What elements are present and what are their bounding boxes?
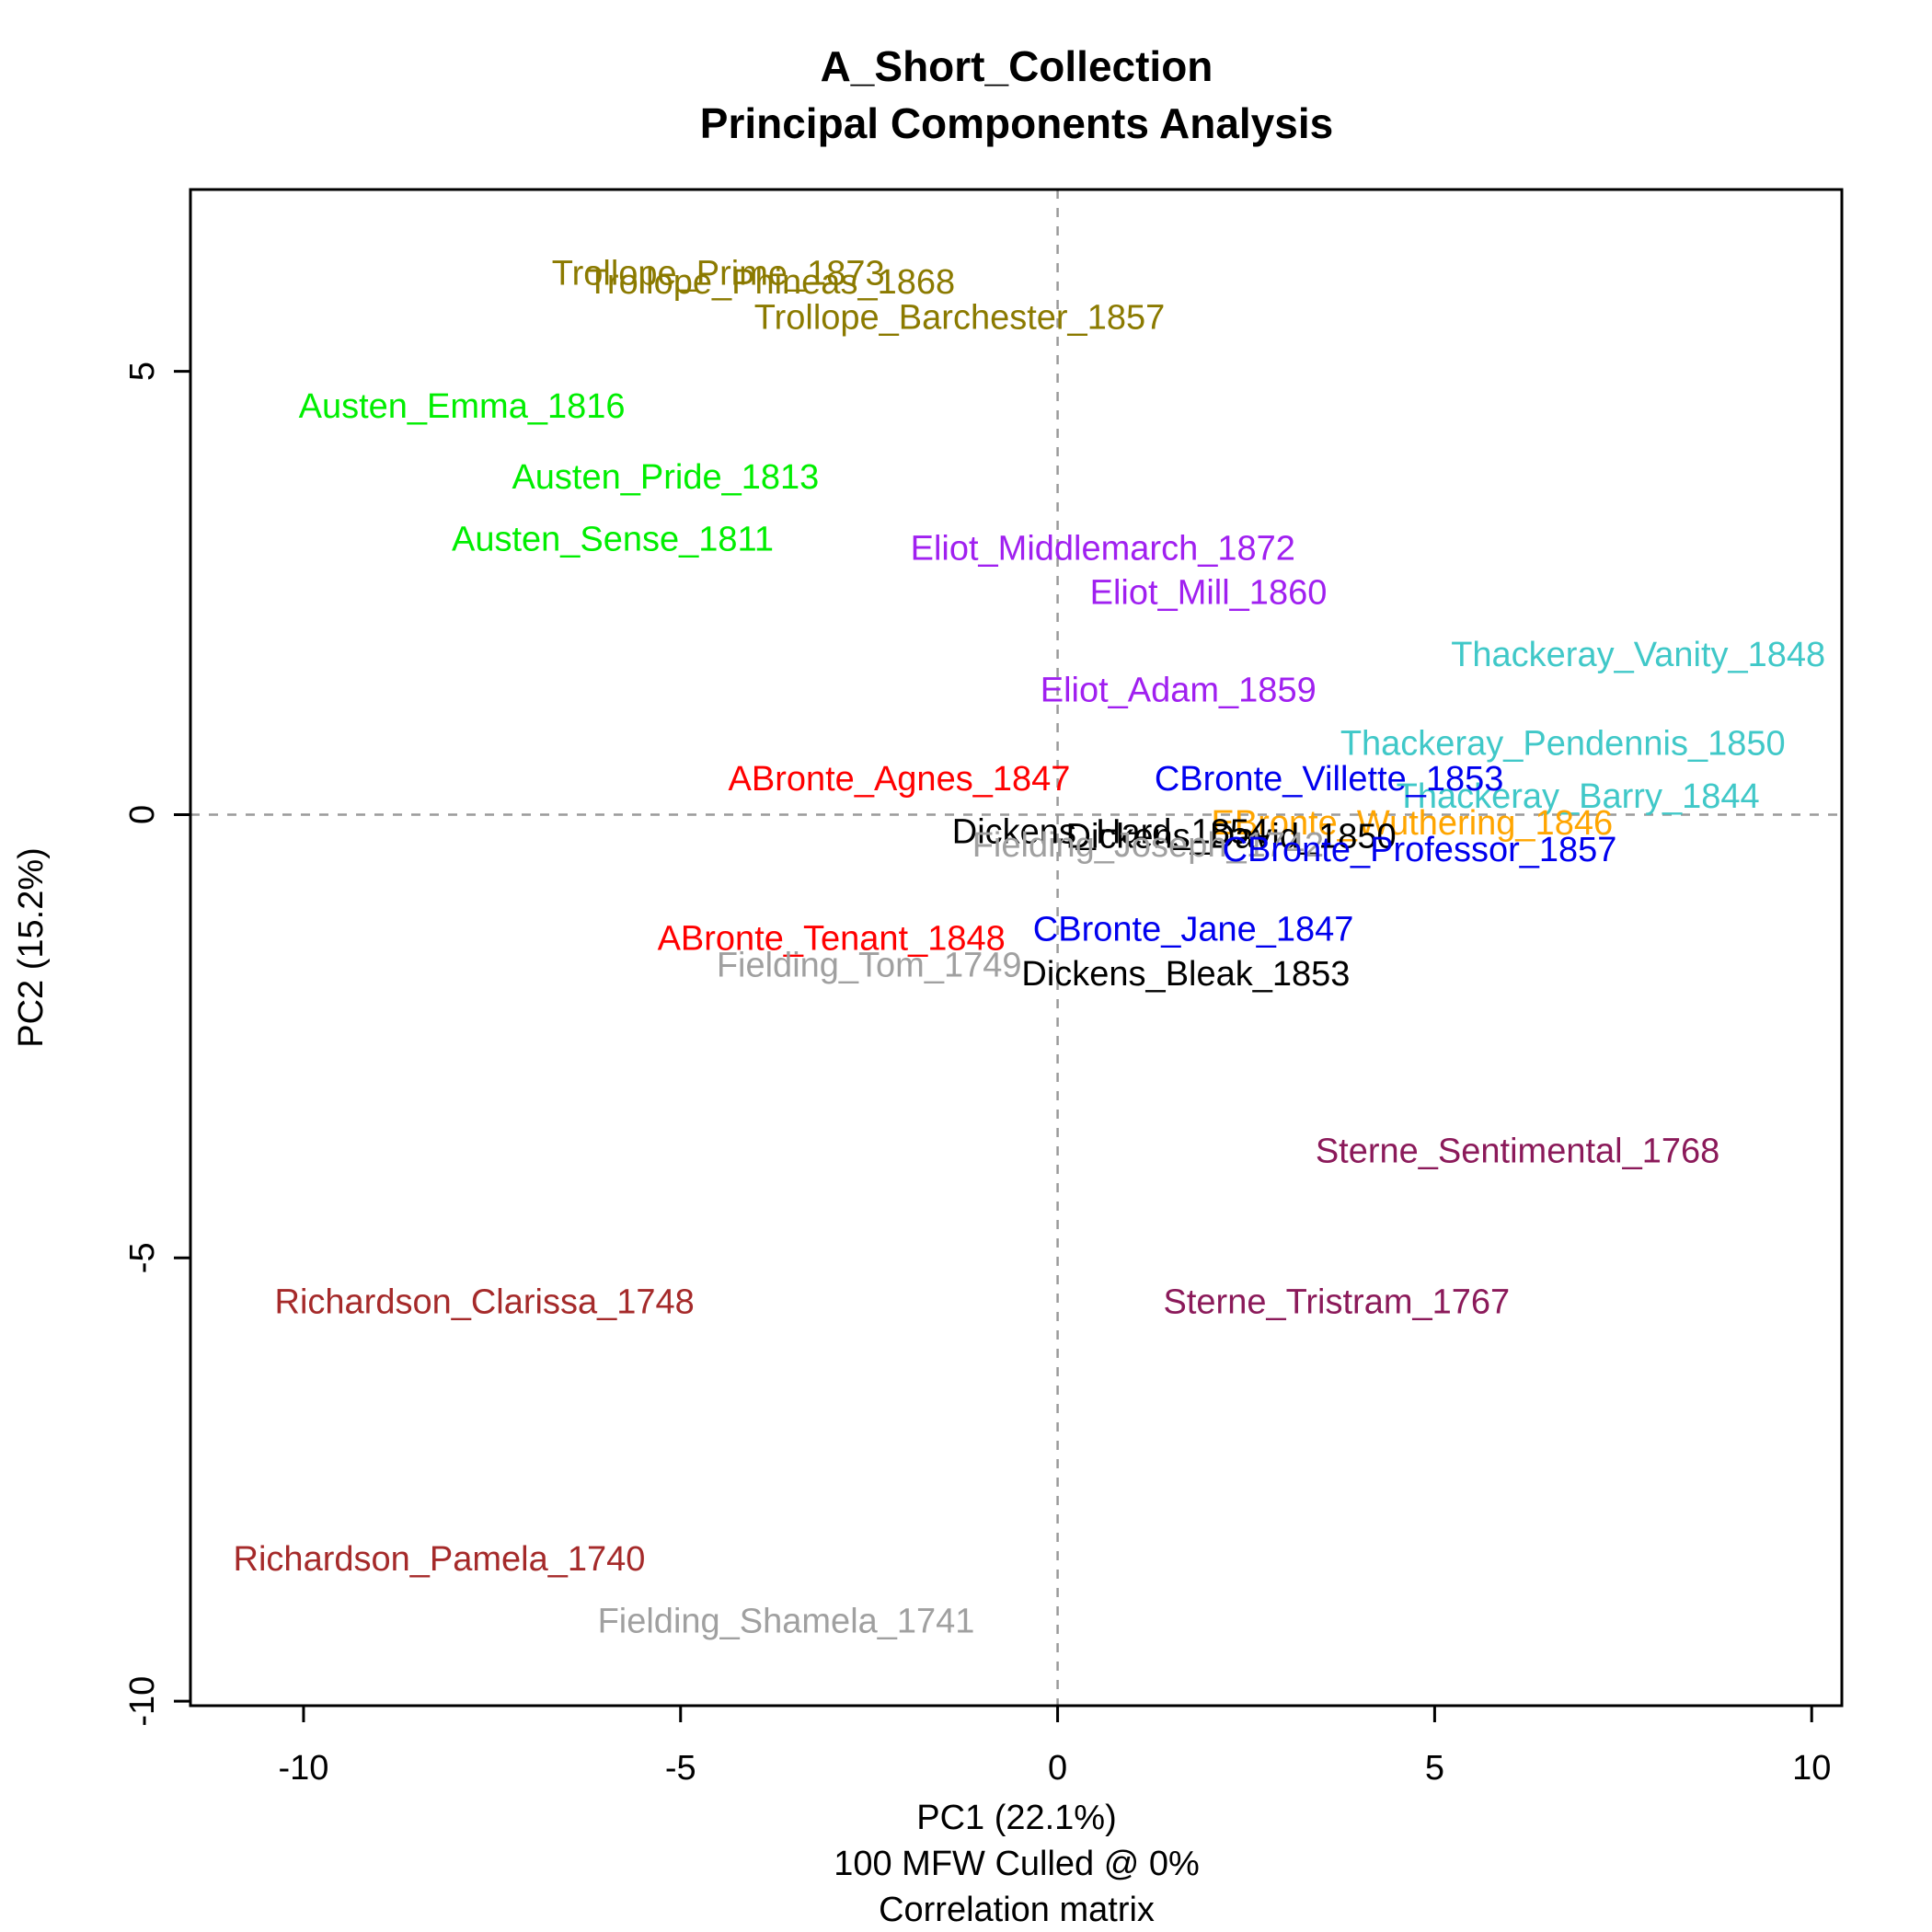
point-label: Sterne_Tristram_1767 xyxy=(1164,1282,1511,1321)
point-label: Austen_Pride_1813 xyxy=(512,458,819,497)
x-tick-label: 5 xyxy=(1425,1749,1444,1788)
y-tick-label: -10 xyxy=(123,1676,162,1727)
point-label: Thackeray_Vanity_1848 xyxy=(1451,636,1825,674)
x-axis-title-line-1: PC1 (22.1%) xyxy=(916,1799,1117,1837)
point-label: Thackeray_Barry_1844 xyxy=(1397,777,1760,816)
x-tick-label: -10 xyxy=(278,1749,328,1788)
point-label: Dickens_David_1850 xyxy=(1066,818,1397,857)
y-axis-title: PC2 (15.2%) xyxy=(12,847,51,1048)
reference-lines xyxy=(190,190,1842,1706)
point-label: Fielding_Joseph_1742 xyxy=(972,826,1324,865)
point-label: Richardson_Clarissa_1748 xyxy=(275,1282,695,1321)
point-label: Austen_Emma_1816 xyxy=(299,387,626,426)
point-label: Sterne_Sentimental_1768 xyxy=(1316,1133,1719,1171)
y-tick-label: 0 xyxy=(123,805,162,824)
chart-title: A_Short_Collection Principal Components … xyxy=(700,42,1333,147)
point-label: ABronte_Agnes_1847 xyxy=(729,760,1071,799)
point-label: CBronte_Professor_1857 xyxy=(1223,831,1617,869)
point-label: EBronte_Wuthering_1846 xyxy=(1211,804,1613,843)
point-label: Eliot_Middlemarch_1872 xyxy=(911,529,1295,568)
y-tick-label: 5 xyxy=(123,362,162,381)
x-axis: -10 -5 0 5 10 xyxy=(278,1704,1831,1788)
point-label: Trollope_Phineas_1868 xyxy=(587,263,955,302)
x-tick-label: 10 xyxy=(1792,1749,1831,1788)
x-tick-label: -5 xyxy=(665,1749,696,1788)
x-axis-title-line-2: 100 MFW Culled @ 0% xyxy=(834,1845,1200,1883)
point-label: Dickens_Hard_1854 xyxy=(952,813,1269,852)
point-label: Fielding_Tom_1749 xyxy=(717,946,1022,984)
point-label: CBronte_Villette_1853 xyxy=(1155,760,1504,799)
chart-title-line-2: Principal Components Analysis xyxy=(700,99,1333,147)
point-label: Fielding_Shamela_1741 xyxy=(598,1602,975,1640)
point-label: Dickens_Bleak_1853 xyxy=(1021,955,1350,994)
point-labels: Trollope_Prime_1873Trollope_Phineas_1868… xyxy=(234,255,1826,1641)
point-label: ABronte_Tenant_1848 xyxy=(658,919,1006,958)
x-tick-label: 0 xyxy=(1048,1749,1067,1788)
point-label: Thackeray_Pendennis_1850 xyxy=(1340,724,1786,763)
point-label: Trollope_Barchester_1857 xyxy=(754,299,1165,338)
x-axis-title-line-3: Correlation matrix xyxy=(879,1891,1155,1929)
chart-title-line-1: A_Short_Collection xyxy=(821,42,1213,90)
point-label: CBronte_Jane_1847 xyxy=(1033,911,1354,949)
point-label: Austen_Sense_1811 xyxy=(452,521,774,559)
x-axis-title: PC1 (22.1%) 100 MFW Culled @ 0% Correlat… xyxy=(834,1799,1200,1929)
point-label: Eliot_Mill_1860 xyxy=(1090,574,1328,613)
y-tick-label: -5 xyxy=(123,1242,162,1273)
point-label: Richardson_Pamela_1740 xyxy=(234,1540,646,1579)
point-label: Trollope_Prime_1873 xyxy=(552,255,885,293)
y-axis: -10 -5 0 5 xyxy=(123,362,192,1727)
point-label: Eliot_Adam_1859 xyxy=(1041,672,1317,710)
